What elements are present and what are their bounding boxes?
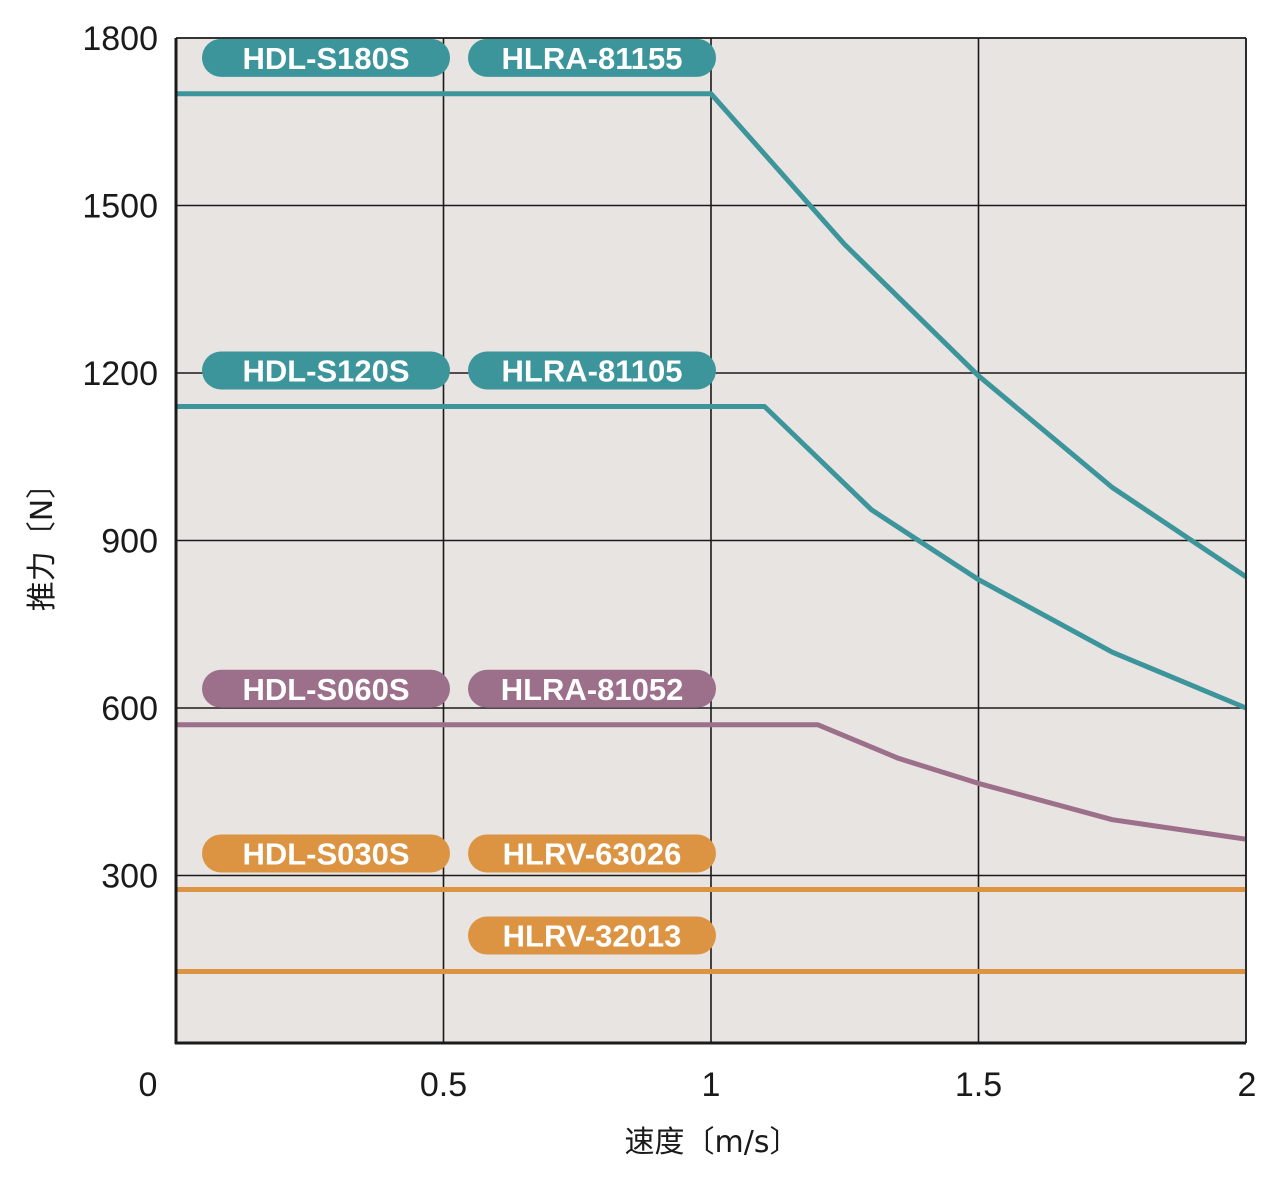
label-pill-background [468, 669, 716, 708]
series-label-text: HLRA-81052 [501, 672, 684, 707]
tick-labels: 1800 1500 1200 900 600 300 0 0.5 1 1.5 2 [82, 20, 1256, 1104]
y-tick-label: 600 [101, 690, 158, 728]
series-label-pill: HDL-S120S [202, 351, 450, 390]
y-tick-label: 300 [101, 858, 158, 896]
series-line-1 [176, 91, 1248, 579]
label-pill-background [202, 669, 450, 708]
x-tick-label: 1.5 [955, 1066, 1002, 1104]
y-axis-title: 推力〔N〕 [25, 469, 60, 611]
series-labels: HDL-S180S HLRA-81155 HDL-S120S HLRA-81105 HD… [202, 38, 716, 955]
series-label-pill: HDL-S060S [202, 669, 450, 708]
series-label-text: HDL-S030S [242, 836, 409, 871]
label-pill-background [468, 916, 716, 955]
x-tick-label: 1 [702, 1066, 721, 1104]
label-pill-background [468, 834, 716, 873]
y-tick-label: 1800 [82, 20, 158, 58]
y-tick-label: 900 [101, 523, 158, 561]
x-tick-label: 0 [139, 1066, 158, 1104]
label-pill-background [202, 351, 450, 390]
series-label-pill: HLRV-32013 [468, 916, 716, 955]
series-label-text: HDL-S120S [242, 354, 409, 389]
series-label-text: HDL-S180S [242, 41, 409, 76]
series-label-text: HLRA-81155 [502, 41, 683, 76]
series-label-text: HLRV-63026 [503, 836, 682, 871]
series-label-text: HDL-S060S [242, 672, 409, 707]
grid [176, 37, 1247, 1043]
series-label-text: HLRV-32013 [503, 919, 682, 954]
label-pill-background [202, 38, 450, 77]
series-label-pill: HLRV-63026 [468, 834, 716, 873]
series-label-pill: HLRA-81052 [468, 669, 716, 708]
series-line-3 [176, 722, 1247, 842]
y-tick-label: 1200 [82, 355, 158, 393]
x-axis-title: 速度〔m/s〕 [625, 1125, 800, 1160]
x-tick-label: 2 [1238, 1066, 1257, 1104]
series-lines [176, 91, 1248, 974]
y-tick-label: 1500 [82, 188, 158, 226]
x-tick-label: 0.5 [420, 1066, 467, 1104]
series-label-pill: HDL-S030S [202, 834, 450, 873]
series-label-pill: HDL-S180S [202, 38, 450, 77]
label-pill-background [468, 38, 716, 77]
label-pill-background [468, 351, 716, 390]
series-label-pill: HLRA-81155 [468, 38, 716, 77]
label-pill-background [202, 834, 450, 873]
series-label-text: HLRA-81105 [502, 354, 683, 389]
axes [174, 37, 1247, 1045]
series-line-2 [176, 404, 1247, 711]
series-label-pill: HLRA-81105 [468, 351, 716, 390]
